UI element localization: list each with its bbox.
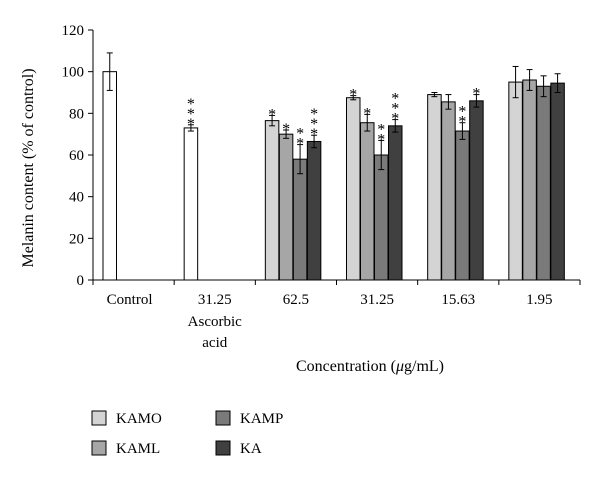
significance-star: * <box>377 121 385 138</box>
y-axis: 0 20 40 60 80 100 120 <box>62 23 94 289</box>
significance-star: * <box>310 116 318 133</box>
x-tick-label: 15.63 <box>441 292 475 308</box>
bar <box>374 154 389 281</box>
bar <box>264 120 280 281</box>
bar <box>360 122 375 281</box>
legend-swatch <box>215 440 231 456</box>
x-tick-labels: Control 31.25 Ascorbic acid 62.5 31.25 15.63 1.… <box>107 292 553 351</box>
bar <box>427 94 442 281</box>
bar <box>102 71 117 281</box>
x-tick-label: 31.25 <box>360 292 394 308</box>
y-tick-label: 20 <box>69 231 84 247</box>
significance-star: * <box>310 126 318 143</box>
bar <box>388 125 403 281</box>
significance-star: * <box>187 106 195 123</box>
bar <box>522 79 537 281</box>
y-tick-label: 40 <box>69 190 84 206</box>
bar <box>550 82 565 281</box>
significance-star: * <box>363 105 371 122</box>
x-axis-label: Concentration (μg/mL) <box>296 358 444 375</box>
y-tick-label: 0 <box>77 273 85 289</box>
x-tick-label: 31.25 <box>198 292 232 308</box>
significance-star: * <box>391 101 399 118</box>
bar <box>455 130 470 281</box>
y-tick-label: 80 <box>69 106 84 122</box>
legend-label: KA <box>240 441 262 457</box>
significance-star: * <box>391 111 399 128</box>
significance-star: * <box>282 121 290 138</box>
y-tick-label: 60 <box>69 148 84 164</box>
significance-star: * <box>472 86 480 103</box>
y-axis-label: Melanin content (% of control) <box>20 68 37 267</box>
bar <box>278 133 294 281</box>
legend-label: KAMP <box>240 411 283 427</box>
bar <box>536 85 551 281</box>
x-tick-sublabel: Ascorbic <box>188 314 242 330</box>
x-tick-sublabel: acid <box>202 335 227 351</box>
x-axis <box>92 279 581 285</box>
significance-star: * <box>310 106 318 123</box>
significance-star: * <box>268 106 276 123</box>
significance-star: * <box>187 96 195 113</box>
y-tick-label: 100 <box>62 65 85 81</box>
significance-star: * <box>458 104 466 121</box>
bar <box>469 100 484 281</box>
significance-star: * <box>296 126 304 143</box>
legend-swatch <box>215 410 231 426</box>
legend-label: KAML <box>116 441 160 457</box>
bar <box>183 127 199 281</box>
bar <box>346 97 361 281</box>
significance-star: * <box>349 87 357 104</box>
y-tick-label: 120 <box>62 23 85 39</box>
error-bars <box>106 52 561 175</box>
significance-star: * <box>377 131 385 148</box>
significance-star: * <box>187 116 195 133</box>
x-tick-label: 1.95 <box>526 292 552 308</box>
x-tick-label: 62.5 <box>283 292 309 308</box>
bar <box>508 81 523 281</box>
significance-star: * <box>296 136 304 153</box>
legend-swatch <box>91 410 107 426</box>
legend: KAMO KAML KAMP KA <box>91 410 283 457</box>
legend-label: KAMO <box>116 411 162 427</box>
bar <box>292 158 308 281</box>
significance-marks: ******* ************* <box>187 86 480 153</box>
significance-star: * <box>458 114 466 131</box>
legend-swatch <box>91 440 107 456</box>
bar <box>441 101 456 281</box>
significance-star: * <box>391 91 399 108</box>
bars <box>102 71 565 281</box>
x-tick-label: Control <box>107 292 153 308</box>
bar <box>306 140 322 281</box>
